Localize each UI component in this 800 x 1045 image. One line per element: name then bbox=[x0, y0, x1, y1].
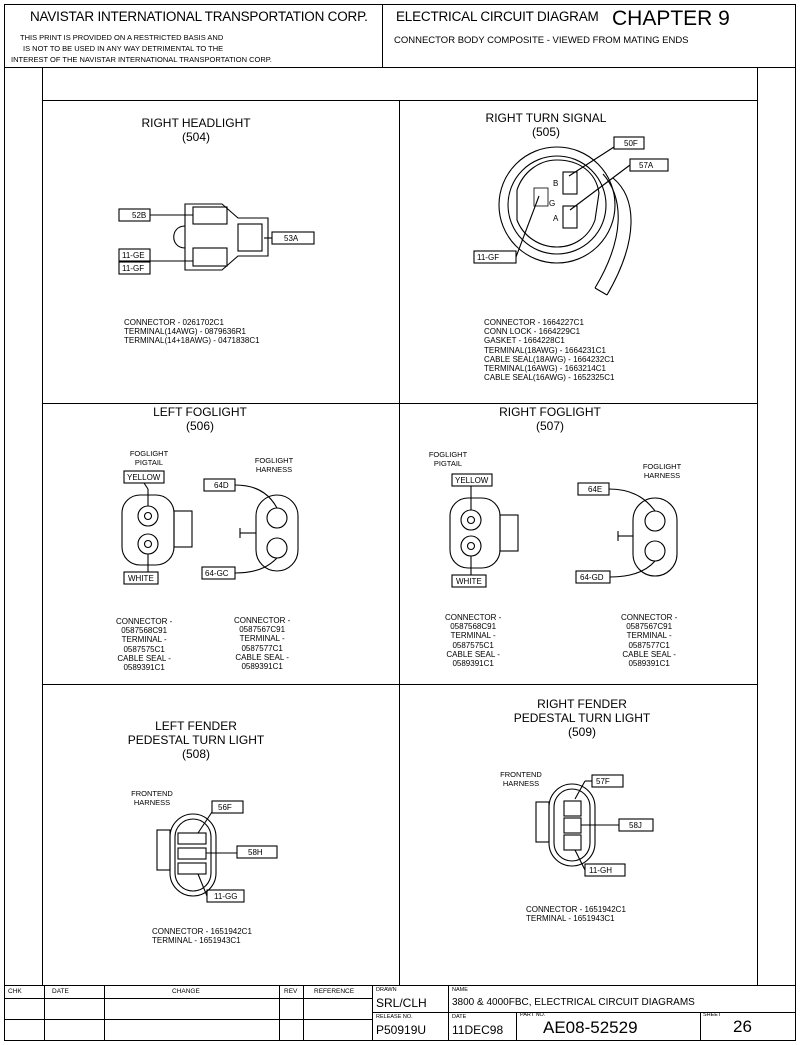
right-headlight-connector: 52B 53A 11-GE 11-GF bbox=[118, 203, 315, 275]
tb-name-header: NAME bbox=[452, 987, 468, 993]
right-fender-connector: FRONTEND HARNESS 57F 58J 11-GH bbox=[500, 770, 654, 877]
tb-release-header: RELEASE NO. bbox=[376, 1014, 413, 1020]
panel-509-spec: CONNECTOR - 1651942C1 TERMINAL - 1651943C… bbox=[526, 905, 626, 924]
panel-507-spec-left: CONNECTOR -0587568C91 TERMINAL -0587575C1… bbox=[445, 613, 502, 668]
wire-label: WHITE bbox=[456, 577, 482, 586]
pin-label: B bbox=[553, 179, 558, 188]
pigtail-label: PIGTAIL bbox=[434, 459, 462, 468]
harness-label: FRONTEND bbox=[500, 770, 542, 779]
harness-label: FOGLIGHT bbox=[255, 456, 294, 465]
pigtail-label: PIGTAIL bbox=[135, 458, 163, 467]
tb-chk-header: CHK bbox=[8, 988, 22, 995]
wire-label: YELLOW bbox=[455, 476, 489, 485]
panel-506-spec-right: CONNECTOR -0587567C91 TERMINAL -0587577C1… bbox=[234, 616, 291, 671]
left-foglight-connectors: FOGLIGHT PIGTAIL FOGLIGHT HARNESS YELLOW… bbox=[121, 449, 299, 585]
panel-509-title: RIGHT FENDER PEDESTAL TURN LIGHT (509) bbox=[513, 697, 651, 739]
harness-label: FRONTEND bbox=[131, 789, 173, 798]
tb-reference-header: REFERENCE bbox=[314, 988, 355, 995]
tb-drawn-header: DRAWN bbox=[376, 987, 397, 993]
wire-label: WHITE bbox=[128, 574, 154, 583]
disclaimer-line-2: IS NOT TO BE USED IN ANY WAY DETRIMENTAL… bbox=[23, 44, 224, 53]
left-fender-connector: FRONTEND HARNESS 56F 58H 11-GG bbox=[131, 789, 278, 903]
wire-label: 64E bbox=[588, 485, 602, 494]
tb-date-value: 11DEC98 bbox=[452, 1023, 504, 1037]
chapter-label: CHAPTER 9 bbox=[612, 7, 730, 30]
wire-label: 11-GF bbox=[477, 253, 499, 262]
tb-date2-header: DATE bbox=[452, 1014, 467, 1020]
wire-label: 64-GC bbox=[205, 569, 229, 578]
panel-508-title: LEFT FENDER PEDESTAL TURN LIGHT (508) bbox=[127, 719, 265, 761]
sheet-subtitle: CONNECTOR BODY COMPOSITE - VIEWED FROM M… bbox=[394, 35, 689, 46]
pigtail-label: FOGLIGHT bbox=[130, 449, 169, 458]
panel-507-title: RIGHT FOGLIGHT (507) bbox=[499, 405, 601, 433]
wire-label: YELLOW bbox=[127, 473, 161, 482]
tb-release-value: P50919U bbox=[376, 1023, 427, 1037]
panel-506-spec-left: CONNECTOR -0587568C91 TERMINAL -0587575C1… bbox=[116, 617, 173, 672]
tb-part-header: PART NO. bbox=[520, 1012, 546, 1018]
diagram-title: ELECTRICAL CIRCUIT DIAGRAM bbox=[396, 9, 599, 24]
wire-label: 53A bbox=[284, 234, 299, 243]
tb-change-header: CHANGE bbox=[172, 988, 200, 995]
wire-label: 57A bbox=[639, 161, 654, 170]
disclaimer-line-3: INTEREST OF THE NAVISTAR INTERNATIONAL T… bbox=[11, 55, 272, 64]
wire-label: 58J bbox=[629, 821, 642, 830]
panel-505-title: RIGHT TURN SIGNAL (505) bbox=[485, 111, 607, 139]
harness-label: HARNESS bbox=[644, 471, 680, 480]
disclaimer-line-1: THIS PRINT IS PROVIDED ON A RESTRICTED B… bbox=[20, 33, 224, 42]
wire-label: 11-GG bbox=[214, 892, 237, 901]
wire-label: 56F bbox=[218, 803, 232, 812]
wire-label: 50F bbox=[624, 139, 638, 148]
tb-drawn-value: SRL/CLH bbox=[376, 996, 427, 1010]
wire-label: 11-GF bbox=[122, 264, 144, 273]
wire-label: 58H bbox=[248, 848, 263, 857]
tb-sheet-header: SHEET bbox=[703, 1012, 722, 1018]
harness-label: HARNESS bbox=[256, 465, 292, 474]
tb-rev-header: REV bbox=[284, 988, 298, 995]
tb-name-value: 3800 & 4000FBC, ELECTRICAL CIRCUIT DIAGR… bbox=[452, 997, 695, 1008]
right-foglight-connectors: FOGLIGHT PIGTAIL FOGLIGHT HARNESS YELLOW… bbox=[429, 450, 682, 588]
wire-label: 64-GD bbox=[580, 573, 604, 582]
tb-sheet-value: 26 bbox=[733, 1017, 752, 1036]
panel-505-spec: CONNECTOR - 1664227C1 CONN LOCK - 1664229… bbox=[484, 318, 615, 383]
harness-label: HARNESS bbox=[134, 798, 170, 807]
pin-label: A bbox=[553, 214, 559, 223]
right-turn-signal-connector: 50F 57A 11-GF B G A bbox=[473, 136, 669, 296]
panel-504-title: RIGHT HEADLIGHT (504) bbox=[141, 116, 251, 144]
wire-label: 11-GE bbox=[122, 251, 145, 260]
pigtail-label: FOGLIGHT bbox=[429, 450, 468, 459]
harness-label: HARNESS bbox=[503, 779, 539, 788]
harness-label: FOGLIGHT bbox=[643, 462, 682, 471]
wire-label: 64D bbox=[214, 481, 229, 490]
panel-506-title: LEFT FOGLIGHT (506) bbox=[153, 405, 247, 433]
tb-part-value: AE08-52529 bbox=[543, 1018, 638, 1037]
wire-label: 52B bbox=[132, 211, 146, 220]
panel-507-spec-right: CONNECTOR -0587567C91 TERMINAL -0587577C1… bbox=[621, 613, 678, 668]
panel-504-spec: CONNECTOR - 0261702C1 TERMINAL(14AWG) - 0… bbox=[124, 318, 260, 346]
panel-508-spec: CONNECTOR - 1651942C1 TERMINAL - 1651943C… bbox=[152, 927, 252, 946]
tb-date-header: DATE bbox=[52, 988, 69, 995]
wire-label: 57F bbox=[596, 777, 610, 786]
company-name: NAVISTAR INTERNATIONAL TRANSPORTATION CO… bbox=[30, 9, 368, 24]
pin-label: G bbox=[549, 199, 555, 208]
wire-label: 11-GH bbox=[589, 866, 612, 875]
